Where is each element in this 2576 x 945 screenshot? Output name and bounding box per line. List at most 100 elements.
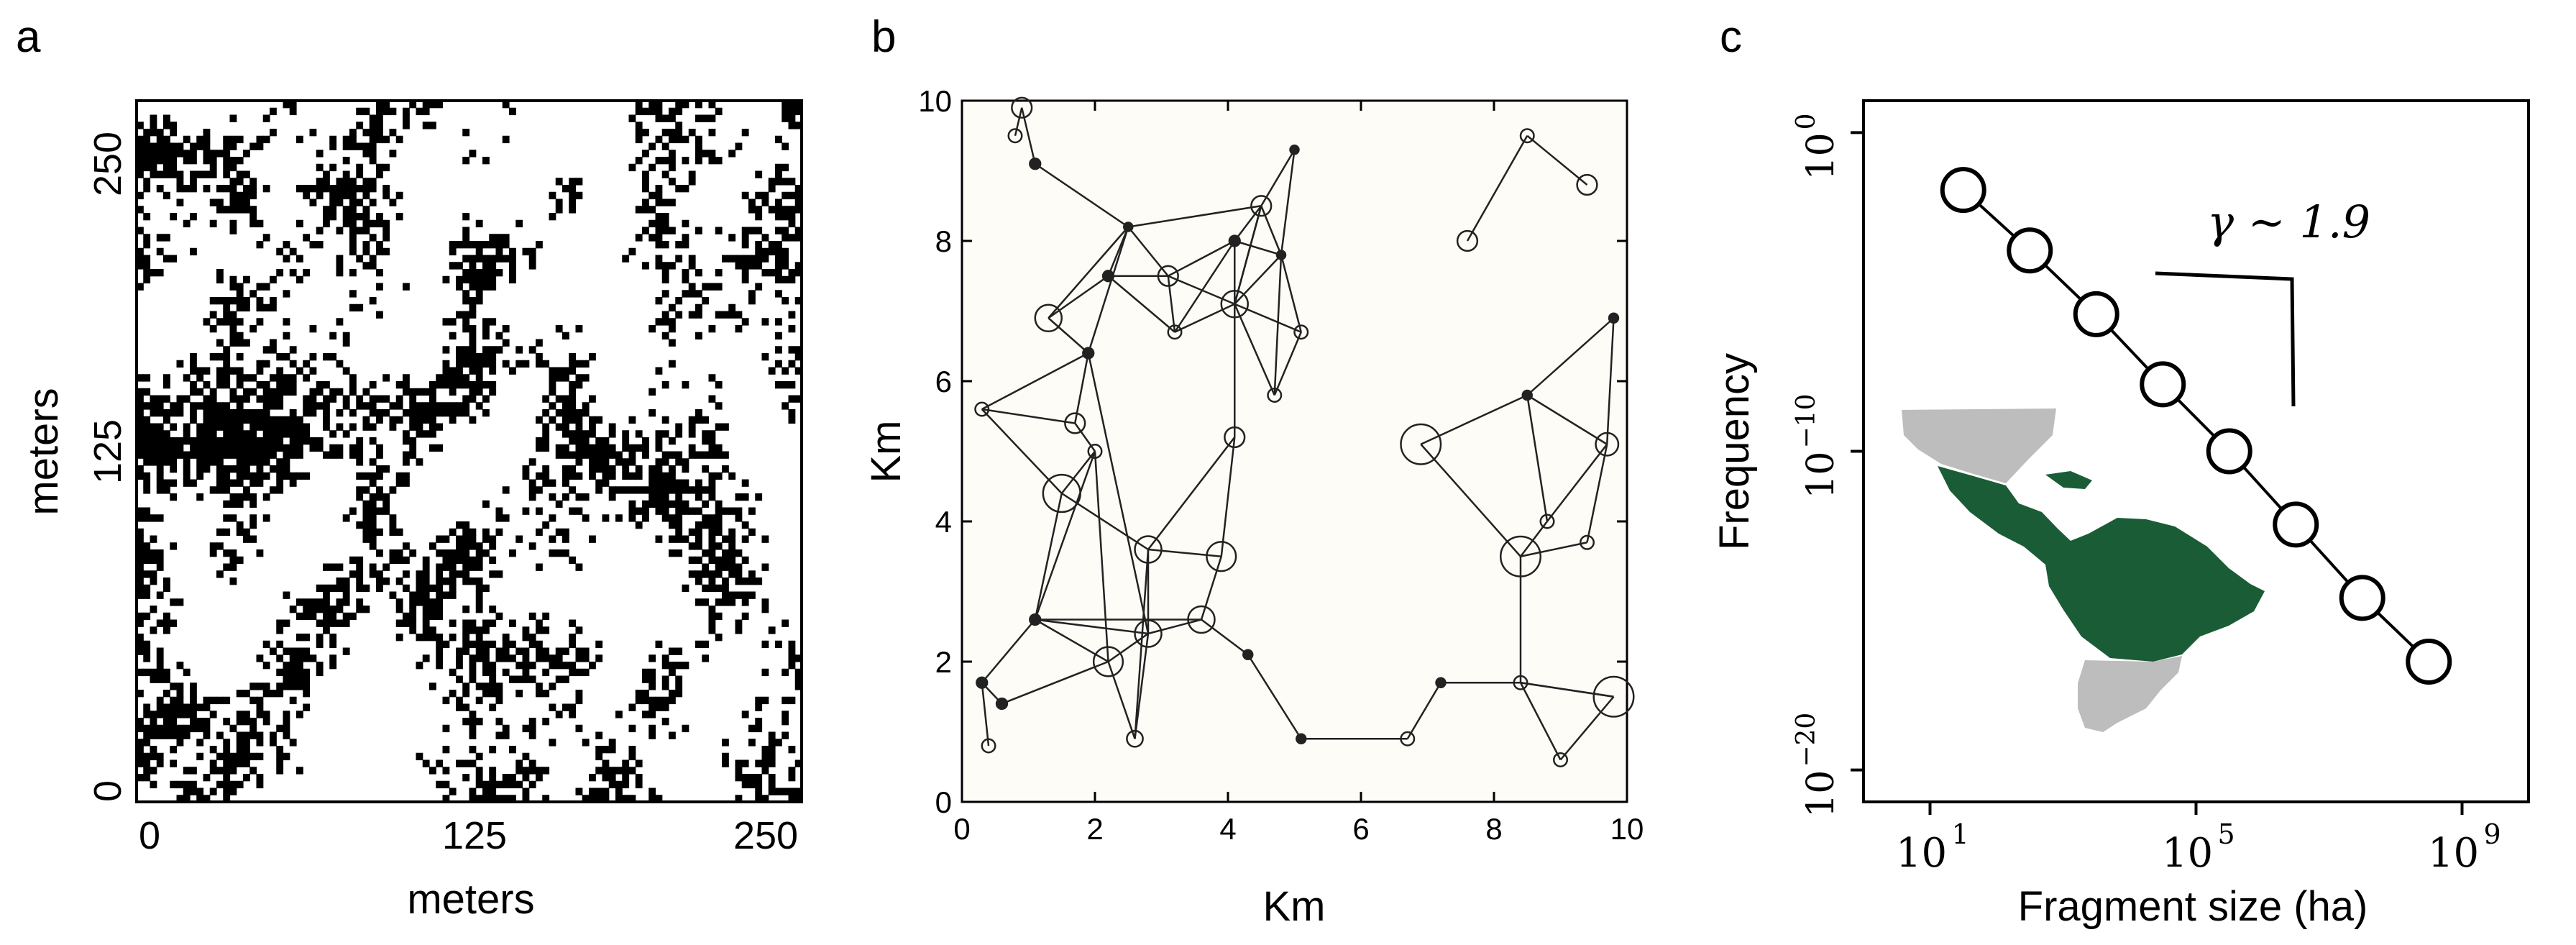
habitat-cell xyxy=(143,163,151,172)
habitat-cell xyxy=(794,122,802,129)
habitat-cell xyxy=(549,654,556,662)
habitat-cell xyxy=(436,381,444,389)
habitat-cell xyxy=(436,640,444,649)
habitat-cell xyxy=(768,178,776,186)
habitat-cell xyxy=(661,696,669,705)
habitat-cell xyxy=(475,795,483,803)
habitat-cell xyxy=(449,563,457,571)
habitat-cell xyxy=(362,528,370,537)
habitat-cell xyxy=(150,711,157,718)
habitat-cell xyxy=(362,247,370,256)
a-xtick-0: 0 xyxy=(139,814,160,857)
habitat-cell xyxy=(515,219,523,228)
habitat-cell xyxy=(163,409,170,417)
habitat-cell xyxy=(429,598,436,606)
inset-map xyxy=(1902,408,2265,732)
habitat-cell xyxy=(276,619,284,627)
habitat-cell xyxy=(143,430,151,438)
habitat-cell xyxy=(542,479,550,487)
habitat-cell xyxy=(323,584,330,593)
habitat-cell xyxy=(156,150,164,158)
c-ytick-label: 10 xyxy=(1800,132,1843,180)
habitat-cell xyxy=(229,198,237,206)
habitat-cell xyxy=(661,514,669,522)
habitat-cell xyxy=(296,219,303,228)
habitat-cell xyxy=(661,213,669,221)
habitat-cell xyxy=(342,395,350,403)
habitat-cell xyxy=(482,318,490,326)
network-edge xyxy=(1247,654,1302,739)
habitat-cell xyxy=(229,416,237,424)
habitat-cell xyxy=(628,703,636,711)
habitat-cell xyxy=(190,360,197,368)
habitat-cell xyxy=(775,262,782,270)
habitat-cell xyxy=(249,458,257,466)
habitat-cell xyxy=(655,227,663,234)
habitat-cell xyxy=(309,241,317,249)
habitat-cell xyxy=(362,129,370,137)
habitat-cell xyxy=(342,584,350,593)
habitat-cell xyxy=(403,556,410,565)
habitat-cell xyxy=(190,479,197,487)
habitat-cell xyxy=(475,381,483,389)
habitat-cell xyxy=(482,157,490,165)
habitat-cell xyxy=(775,206,782,214)
habitat-cell xyxy=(728,234,736,242)
habitat-cell xyxy=(794,198,802,206)
habitat-cell xyxy=(150,170,157,178)
habitat-cell xyxy=(176,360,184,368)
habitat-cell xyxy=(569,634,577,642)
series-point xyxy=(2007,227,2053,274)
habitat-cell xyxy=(176,696,184,705)
habitat-cell xyxy=(741,241,749,249)
habitat-cell xyxy=(163,479,170,487)
habitat-cell xyxy=(429,542,436,550)
habitat-cell xyxy=(262,682,270,690)
habitat-cell xyxy=(376,219,383,228)
habitat-cell xyxy=(223,514,231,522)
habitat-cell xyxy=(475,654,483,662)
habitat-cell xyxy=(156,437,164,445)
habitat-cell xyxy=(163,437,170,445)
habitat-cell xyxy=(336,598,344,606)
habitat-cell xyxy=(562,416,569,424)
inset-map-central xyxy=(1938,466,2265,662)
habitat-cell xyxy=(509,619,516,627)
b-ytick-label: 8 xyxy=(935,224,952,258)
habitat-cell xyxy=(728,563,736,571)
habitat-cell xyxy=(669,178,676,186)
habitat-cell xyxy=(628,514,636,522)
habitat-cell xyxy=(589,788,596,795)
habitat-cell xyxy=(229,219,237,228)
habitat-cell xyxy=(555,409,563,417)
habitat-cell xyxy=(608,486,616,494)
habitat-cell xyxy=(170,170,178,178)
habitat-cell xyxy=(509,549,516,557)
habitat-cell xyxy=(403,122,410,129)
habitat-cell xyxy=(475,767,483,775)
habitat-cell xyxy=(628,458,636,466)
habitat-cell xyxy=(788,795,796,803)
habitat-cell xyxy=(469,626,477,634)
network-edge xyxy=(1074,422,1096,452)
habitat-cell xyxy=(190,150,197,158)
habitat-cell xyxy=(741,269,749,277)
a-ytick-250: 250 xyxy=(86,132,129,196)
habitat-cell xyxy=(143,129,151,137)
habitat-cell xyxy=(755,213,763,221)
habitat-cell xyxy=(190,444,197,452)
habitat-cell xyxy=(748,227,756,234)
habitat-cell xyxy=(369,507,377,515)
habitat-cell xyxy=(137,150,144,158)
habitat-cell xyxy=(489,388,497,396)
habitat-cell xyxy=(203,703,211,711)
habitat-cell xyxy=(595,767,603,775)
habitat-cell xyxy=(781,619,789,627)
habitat-cell xyxy=(495,255,503,262)
habitat-cell xyxy=(442,346,450,354)
network-node xyxy=(974,401,990,417)
habitat-cell xyxy=(475,549,483,557)
habitat-cell xyxy=(403,388,410,396)
habitat-cell xyxy=(203,367,211,375)
habitat-cell xyxy=(190,696,197,705)
